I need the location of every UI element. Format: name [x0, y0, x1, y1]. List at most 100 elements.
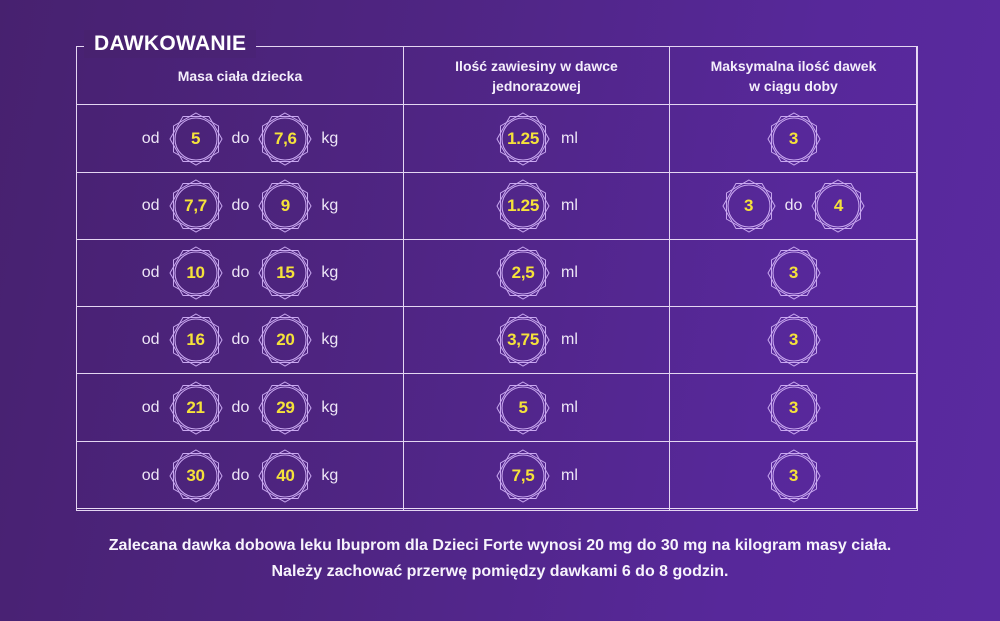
- badge-star-outline-icon: [496, 111, 550, 166]
- max-doses-from-badge: 3: [766, 448, 822, 504]
- mass-from-badge-value: 16: [186, 330, 205, 349]
- table-row: od 16 do 20 kg 3,75 ml 3: [76, 306, 918, 374]
- badge-star-outline-icon: [258, 380, 312, 435]
- badge-star-outline-icon: [168, 179, 223, 233]
- label-ml-unit: ml: [561, 398, 578, 416]
- badge-star-outline-icon: [168, 246, 223, 300]
- dosage-table: Masa ciała dziecka Ilość zawiesiny w daw…: [76, 46, 918, 511]
- dose-badge: 2,5: [495, 245, 551, 301]
- max-doses-from-badge-value: 3: [788, 397, 799, 417]
- label-to: do: [784, 197, 803, 214]
- label-kg-unit: kg: [321, 197, 339, 214]
- label-kg-unit: kg: [321, 264, 339, 281]
- badge-star-outline-icon: [496, 449, 550, 503]
- badge-star-outline-icon: [258, 111, 312, 166]
- dose-badge: 3,75: [495, 312, 551, 368]
- cell-body-mass: od 30 do 40 kg: [76, 441, 404, 511]
- table-row: od 10 do 15 kg 2,5 ml 3: [76, 239, 918, 307]
- mass-from-badge: 7,7: [168, 178, 224, 234]
- dose-badge-value: 3,75: [507, 330, 539, 349]
- dose-badge: 1.25: [495, 178, 551, 234]
- dose-badge-value: 7,5: [511, 466, 535, 485]
- label-ml-unit: ml: [561, 264, 578, 281]
- badge-star-outline-icon: [722, 179, 776, 233]
- mass-to-badge: 7,6: [257, 111, 313, 167]
- max-doses-from-badge: 3: [766, 245, 822, 301]
- label-kg-unit: kg: [321, 467, 339, 484]
- label-ml-unit: ml: [561, 467, 578, 484]
- mass-to-badge: 9: [257, 178, 313, 234]
- mass-from-badge: 30: [168, 448, 224, 504]
- max-doses-from-badge: 3: [766, 312, 822, 368]
- mass-to-badge-value: 40: [276, 466, 295, 485]
- header-max-line1: Maksymalna ilość dawek: [710, 57, 877, 74]
- dose-badge-value: 1.25: [507, 196, 539, 215]
- badge-star-outline-icon: [496, 179, 550, 233]
- cell-max-doses: 3 do 4: [669, 172, 918, 240]
- badge-star-outline-icon: [258, 313, 312, 367]
- cell-dose: 7,5 ml: [403, 441, 670, 511]
- mass-from-badge: 5: [168, 111, 224, 167]
- dose-badge: 1.25: [495, 111, 551, 167]
- table-row: od 30 do 40 kg 7,5 ml 3: [76, 441, 918, 511]
- cell-dose: 3,75 ml: [403, 306, 670, 374]
- label-to: do: [231, 398, 250, 416]
- mass-from-badge: 10: [168, 245, 224, 301]
- max-doses-to-badge-value: 4: [833, 196, 843, 215]
- max-doses-from-badge: 3: [766, 111, 822, 167]
- cell-dose: 2,5 ml: [403, 239, 670, 307]
- badge-star-outline-icon: [766, 449, 821, 503]
- max-doses-from-badge-value: 3: [788, 330, 799, 349]
- table-row: od 21 do 29 kg 5 ml 3: [76, 373, 918, 442]
- max-doses-from-badge-value: 3: [788, 128, 799, 148]
- dose-badge: 5: [495, 380, 551, 436]
- label-to: do: [231, 264, 250, 281]
- footer-note-daily-dose: Zalecana dawka dobowa leku Ibuprom dla D…: [108, 537, 892, 554]
- max-doses-from-badge: 3: [721, 178, 777, 234]
- badge-star-outline-icon: [258, 246, 312, 300]
- badge-star-outline-icon: [766, 246, 821, 300]
- label-ml-unit: ml: [561, 197, 578, 214]
- mass-to-badge-value: 9: [280, 196, 290, 215]
- label-from: od: [141, 129, 160, 147]
- max-doses-from-badge-value: 3: [788, 466, 799, 485]
- badge-star-outline-icon: [766, 111, 821, 166]
- mass-to-badge-value: 15: [276, 263, 295, 282]
- header-dose-line1: Ilość zawiesiny w dawce: [455, 57, 618, 74]
- max-doses-from-badge-value: 3: [744, 196, 754, 215]
- label-from: od: [141, 467, 160, 484]
- table-row: od 7,7 do 9 kg 1.25 ml 3 do 4: [76, 172, 918, 240]
- badge-star-outline-icon: [168, 449, 223, 503]
- badge-star-outline-icon: [258, 449, 312, 503]
- mass-from-badge: 16: [168, 312, 224, 368]
- mass-to-badge: 20: [257, 312, 313, 368]
- mass-to-badge: 29: [257, 380, 313, 436]
- cell-body-mass: od 21 do 29 kg: [76, 373, 404, 442]
- badge-star-outline-icon: [258, 179, 312, 233]
- mass-from-badge-value: 10: [186, 263, 205, 282]
- cell-max-doses: 3: [669, 441, 918, 511]
- mass-to-badge-value: 20: [276, 330, 295, 349]
- cell-max-doses: 3: [669, 306, 918, 374]
- label-to: do: [231, 197, 250, 214]
- cell-dose: 1.25 ml: [403, 172, 670, 240]
- mass-to-badge-value: 7,6: [273, 128, 297, 148]
- label-from: od: [141, 197, 160, 214]
- max-doses-from-badge: 3: [766, 380, 822, 436]
- badge-star-outline-icon: [168, 380, 223, 435]
- mass-from-badge-value: 5: [190, 128, 201, 148]
- badge-star-outline-icon: [496, 313, 550, 367]
- cell-dose: 5 ml: [403, 373, 670, 442]
- max-doses-to-badge: 4: [810, 178, 866, 234]
- label-to: do: [231, 331, 250, 348]
- footer-note-interval: Należy zachować przerwę pomiędzy dawkami…: [271, 563, 729, 580]
- label-ml-unit: ml: [561, 331, 578, 348]
- mass-from-badge-value: 30: [186, 466, 205, 485]
- cell-body-mass: od 16 do 20 kg: [76, 306, 404, 374]
- mass-to-badge-value: 29: [276, 397, 295, 417]
- cell-max-doses: 3: [669, 373, 918, 442]
- max-doses-from-badge-value: 3: [788, 263, 799, 282]
- badge-star-outline-icon: [168, 111, 223, 166]
- dose-badge-value: 5: [518, 397, 528, 417]
- mass-to-badge: 40: [257, 448, 313, 504]
